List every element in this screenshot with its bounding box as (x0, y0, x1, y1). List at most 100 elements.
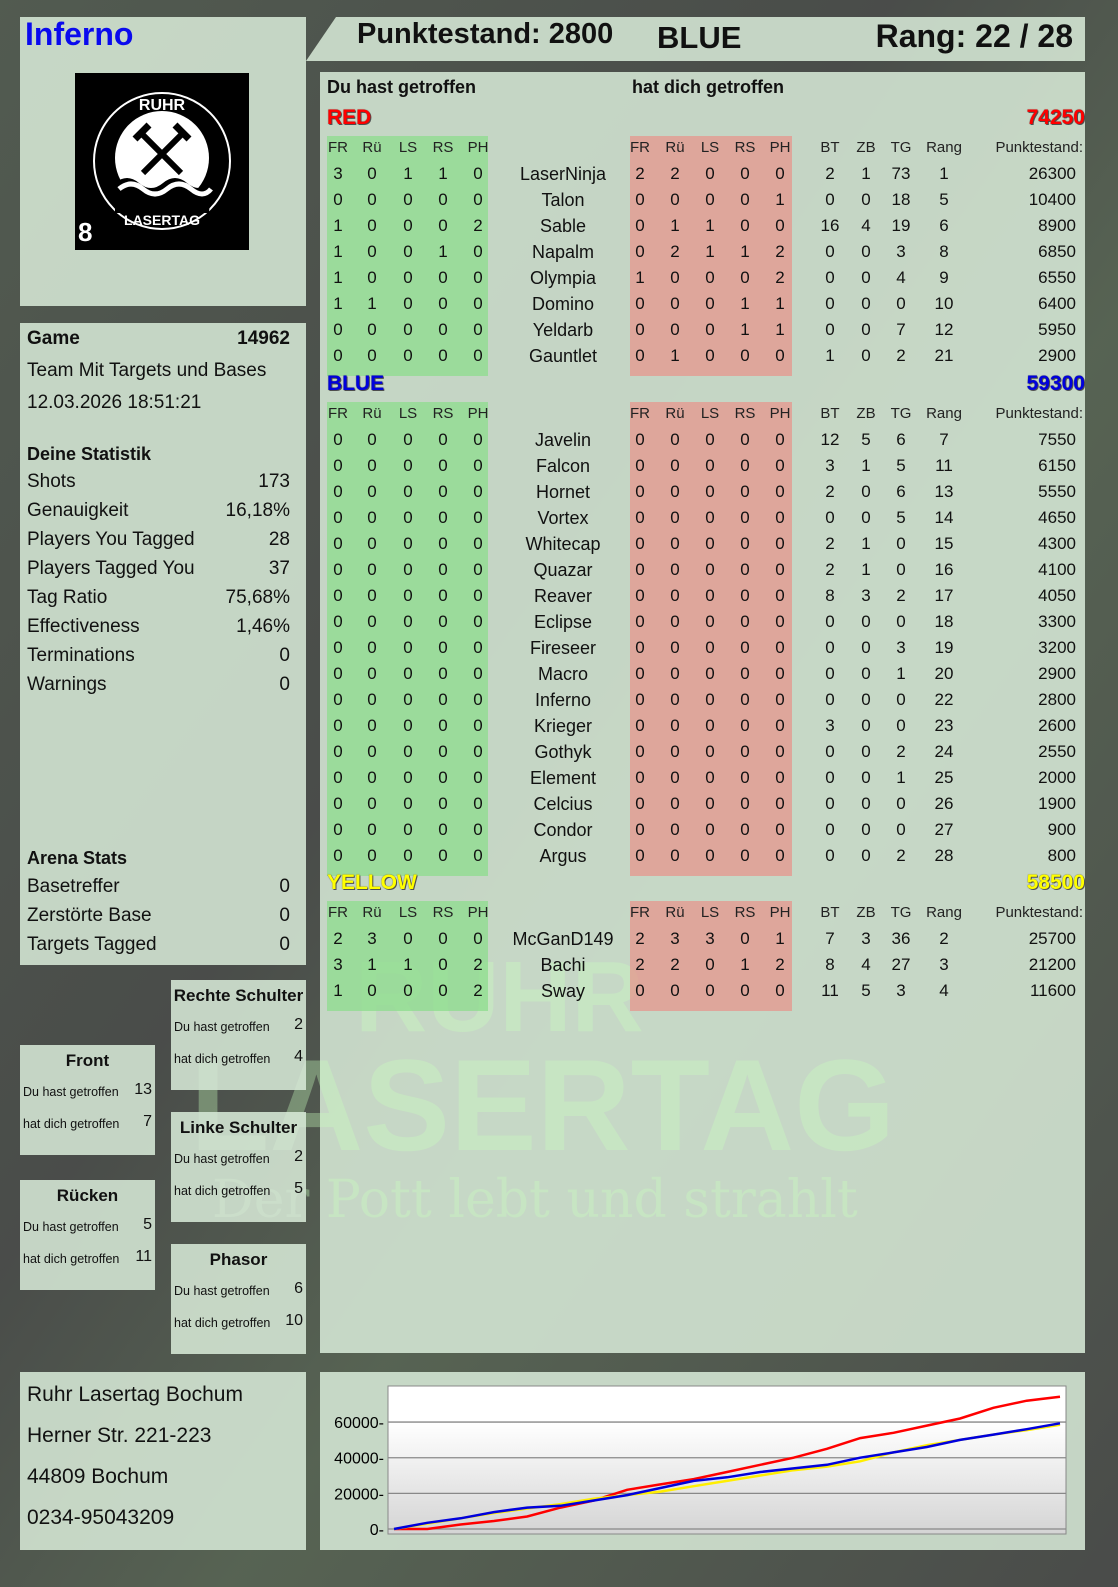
hit-you-cell: 0 (705, 346, 715, 365)
player-score: 5950 (1038, 320, 1076, 339)
hit-you-cell: 0 (705, 430, 715, 449)
you-hit-cell: 0 (473, 638, 483, 657)
hit-you-cell: 0 (670, 690, 680, 709)
col-header-RS: RS (734, 405, 756, 422)
you-hit-cell: 0 (403, 534, 413, 553)
stat-cell: 14 (934, 508, 954, 527)
you-hit-cell: 0 (367, 820, 377, 839)
col-header-PH: PH (769, 139, 791, 156)
you-hit-cell: 0 (333, 768, 343, 787)
stat-cell: 5 (939, 190, 949, 209)
stat-cell: 5 (861, 430, 871, 449)
player-score: 26300 (1028, 164, 1076, 183)
stat-cell: 3 (825, 456, 835, 475)
hit-you-cell: 0 (775, 456, 785, 475)
team-name: RED (327, 106, 372, 129)
hit-you-value: 4 (294, 1048, 303, 1065)
you-hit-cell: 0 (367, 612, 377, 631)
stat-cell: 26 (934, 794, 954, 813)
you-hit-cell: 1 (403, 955, 413, 974)
player-score: 21200 (1028, 955, 1076, 974)
you-hit-cell: 1 (403, 164, 413, 183)
hit-you-cell: 1 (775, 294, 785, 313)
hit-you-cell: 0 (635, 768, 645, 787)
chart-panel (320, 1372, 1085, 1550)
stat-cell: 0 (861, 320, 871, 339)
you-hit-cell: 0 (473, 164, 483, 183)
arena-row: Targets Tagged 0 (27, 934, 290, 956)
you-hit-column-bg (327, 136, 488, 376)
arena-value: 0 (279, 876, 290, 897)
you-hit-cell: 0 (473, 586, 483, 605)
you-hit-cell: 0 (333, 190, 343, 209)
hit-you-cell: 0 (740, 190, 750, 209)
you-hit-label: Du hast getroffen (174, 1020, 270, 1034)
hit-you-cell: 0 (705, 456, 715, 475)
you-hit-cell: 0 (333, 820, 343, 839)
you-hit-cell: 0 (403, 638, 413, 657)
stat-row: Genauigkeit 16,18% (27, 500, 290, 522)
hit-you-cell: 0 (670, 846, 680, 865)
stat-cell: 5 (896, 456, 906, 475)
stat-label: Tag Ratio (27, 587, 108, 608)
hit-you-cell: 0 (670, 534, 680, 553)
col-header-RS: RS (734, 139, 756, 156)
player-score: 900 (1047, 820, 1076, 839)
col-header-LS: LS (700, 139, 720, 156)
hit-you-cell: 0 (740, 268, 750, 287)
col-header-FR: FR (328, 139, 348, 156)
you-hit-cell: 3 (333, 955, 343, 974)
player-name: Domino (531, 294, 595, 314)
stat-cell: 0 (896, 612, 906, 631)
ruhr-lasertag-logo-icon: RUHR LASERTAG 8 (78, 92, 231, 247)
hit-you-cell: 3 (705, 929, 715, 948)
hit-you-cell: 0 (635, 794, 645, 813)
stat-cell: 3 (896, 242, 906, 261)
hit-you-cell: 0 (775, 664, 785, 683)
player-name: Eclipse (533, 612, 593, 632)
svg-text:LASERTAG: LASERTAG (124, 212, 200, 228)
address-line: 44809 Bochum (27, 1465, 169, 1488)
you-hit-cell: 0 (333, 612, 343, 631)
stat-label: Players You Tagged (27, 529, 195, 550)
you-hit-row: Du hast getroffen 5 (20, 1216, 155, 1234)
hit-you-cell: 0 (705, 294, 715, 313)
hit-you-cell: 1 (740, 242, 750, 261)
you-hit-label: Du hast getroffen (174, 1152, 270, 1166)
you-hit-cell: 0 (438, 981, 448, 1000)
stat-cell: 0 (896, 794, 906, 813)
hit-you-cell: 0 (705, 716, 715, 735)
hit-you-cell: 0 (635, 456, 645, 475)
hit-you-cell: 0 (740, 690, 750, 709)
hit-you-cell: 1 (635, 268, 645, 287)
stat-cell: 13 (934, 482, 954, 501)
hit-you-row: hat dich getroffen 11 (20, 1248, 155, 1266)
hit-you-cell: 1 (740, 320, 750, 339)
you-hit-cell: 0 (438, 638, 448, 657)
you-hit-cell: 2 (473, 955, 483, 974)
hit-you-cell: 0 (740, 586, 750, 605)
you-hit-value: 13 (134, 1081, 152, 1098)
hit-you-cell: 0 (740, 612, 750, 631)
player-name: Inferno (534, 690, 592, 710)
player-name: Quazar (533, 560, 593, 580)
stat-cell: 12 (934, 320, 954, 339)
stat-cell: 0 (861, 346, 871, 365)
you-hit-cell: 0 (438, 320, 448, 339)
col-header-Rü: Rü (665, 139, 685, 156)
you-hit-cell: 0 (403, 560, 413, 579)
you-hit-cell: 0 (367, 216, 377, 235)
you-hit-cell: 0 (473, 768, 483, 787)
player-name: Macro (537, 664, 588, 684)
hit-you-cell: 0 (740, 164, 750, 183)
hitzone-linke-schulter: Linke Schulter Du hast getroffen 2 hat dich… (171, 1112, 306, 1222)
game-row: Game 14962 (27, 328, 290, 350)
hit-you-cell: 0 (775, 508, 785, 527)
you-hit-cell: 0 (438, 820, 448, 839)
you-hit-cell: 0 (333, 664, 343, 683)
hit-you-value: 11 (135, 1248, 152, 1265)
stat-cell: 5 (861, 981, 871, 1000)
you-hit-cell: 0 (473, 268, 483, 287)
watermark-lasertag: LASERTAG (190, 1032, 896, 1178)
game-id: 14962 (237, 328, 290, 349)
